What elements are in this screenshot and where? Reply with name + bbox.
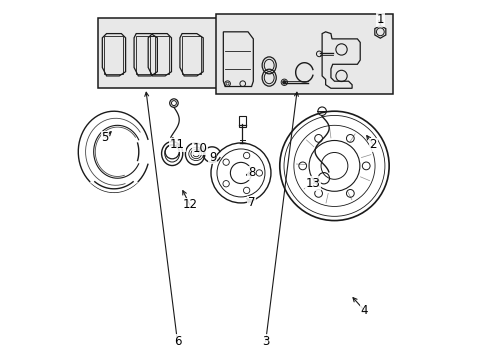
Text: 13: 13	[305, 177, 320, 190]
Text: 12: 12	[182, 198, 197, 211]
Text: 7: 7	[247, 197, 255, 210]
Text: 6: 6	[173, 335, 181, 348]
Bar	[98, 18, 218, 88]
Circle shape	[282, 81, 285, 84]
Text: 2: 2	[369, 138, 376, 151]
Text: 8: 8	[247, 166, 255, 179]
Text: 4: 4	[360, 304, 367, 317]
Text: 9: 9	[208, 150, 216, 163]
Text: 10: 10	[193, 142, 207, 155]
Text: 1: 1	[376, 13, 383, 26]
Text: 5: 5	[101, 131, 109, 144]
Text: 3: 3	[262, 335, 269, 348]
Text: 11: 11	[170, 138, 184, 151]
Bar	[216, 14, 392, 94]
Bar	[239, 117, 245, 127]
